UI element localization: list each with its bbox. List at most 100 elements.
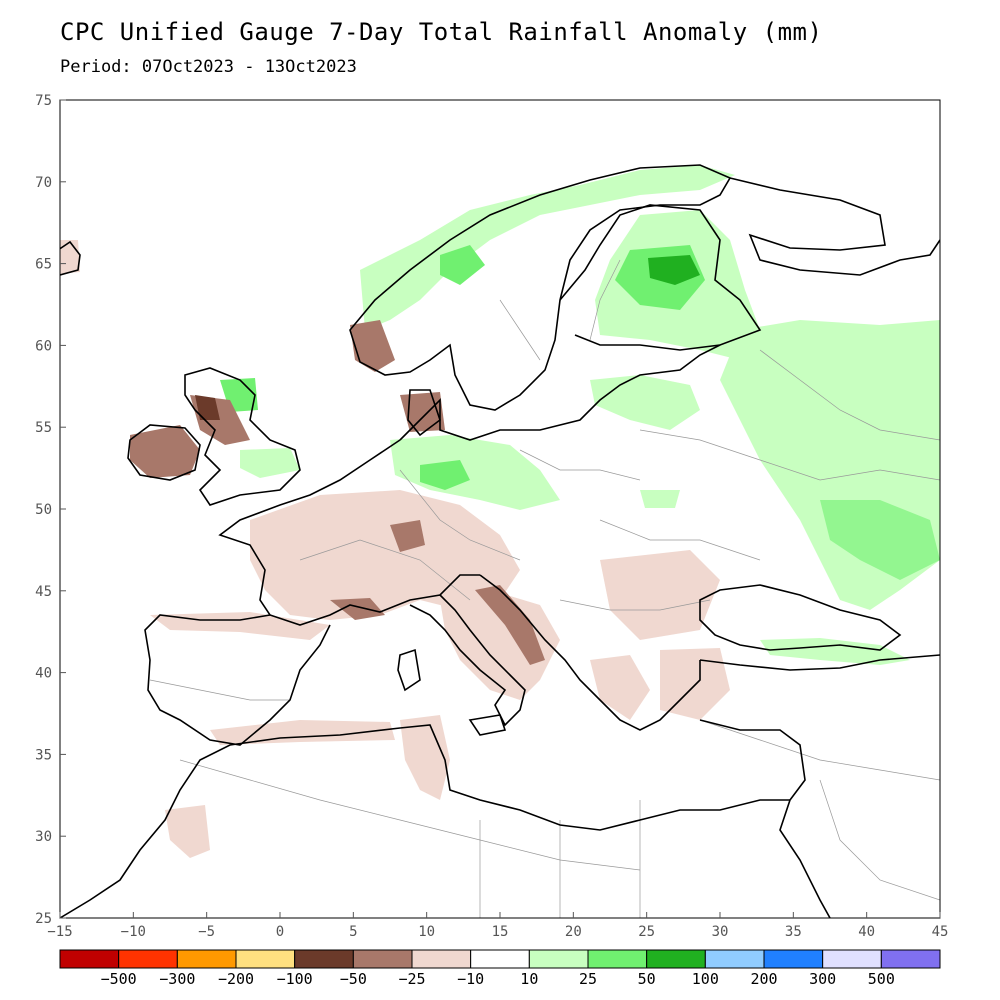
lon-tick-label: 40	[858, 924, 875, 940]
dry-norway-west	[350, 320, 395, 372]
lat-tick-label: 25	[35, 911, 52, 927]
wet-germany-poland	[390, 435, 560, 510]
coast-black-sea	[699, 584, 902, 651]
coast-levant	[699, 719, 831, 918]
colorbar-swatch	[411, 949, 472, 969]
lon-tick-label: −5	[198, 924, 215, 940]
wet-anomaly-layer	[220, 165, 940, 665]
coast-turkey	[699, 654, 940, 671]
colorbar-swatch	[59, 949, 120, 969]
wet-england-east	[240, 448, 300, 478]
colorbar	[59, 949, 941, 969]
colorbar-swatch	[470, 949, 530, 969]
lon-tick-label: 35	[785, 924, 802, 940]
coast-sicily	[468, 714, 507, 736]
dry-north-africa	[210, 720, 395, 745]
coast-iberia	[144, 614, 331, 746]
lat-tick-label: 40	[35, 666, 52, 682]
dry-ireland	[130, 425, 200, 478]
lon-tick-label: 25	[638, 924, 655, 940]
colorbar-swatch	[118, 949, 178, 969]
coast-denmark	[407, 389, 441, 437]
lon-tick-label: −10	[121, 924, 146, 940]
colorbar-label: −100	[277, 970, 313, 988]
lat-tick-label: 55	[35, 420, 52, 436]
coast-france	[218, 439, 480, 626]
colorbar-label: 500	[868, 970, 895, 988]
coast-italy	[409, 594, 526, 727]
lat-tick-label: 70	[35, 175, 52, 191]
lon-tick-label: 45	[932, 924, 949, 940]
wet-baltic	[590, 375, 700, 430]
lon-tick-label: 30	[712, 924, 729, 940]
colorbar-swatch	[352, 949, 413, 969]
colorbar-label: 10	[520, 970, 538, 988]
lat-tick-label: 30	[35, 829, 52, 845]
dry-alps-core	[390, 520, 425, 552]
lon-tick-label: 15	[492, 924, 509, 940]
lat-tick-label: 35	[35, 747, 52, 763]
wet-ukraine-spot	[640, 490, 680, 508]
colorbar-swatch	[763, 949, 824, 969]
colorbar-label: −25	[398, 970, 425, 988]
colorbar-swatch	[704, 949, 765, 969]
map-period: Period: 07Oct2023 - 13Oct2023	[60, 57, 357, 77]
colorbar-label: −10	[457, 970, 484, 988]
lon-tick-label: 0	[276, 924, 284, 940]
lon-tick-label: 5	[349, 924, 357, 940]
lon-tick-label: 20	[565, 924, 582, 940]
coast-iceland	[60, 240, 81, 276]
coast-balkans	[479, 574, 701, 731]
dry-italy-balkans	[440, 590, 560, 700]
colorbar-label: 200	[750, 970, 777, 988]
colorbar-swatch	[880, 949, 941, 969]
coastlines	[60, 164, 940, 918]
coast-finland	[559, 204, 762, 351]
lat-tick-labels: 25 30 35 40 45 50 55 60 65 70 75	[35, 93, 52, 927]
dry-iceland	[60, 240, 80, 274]
lat-tick-label: 50	[35, 502, 52, 518]
wet-russia-south	[820, 500, 940, 580]
wet-finland-peak	[648, 255, 700, 285]
colorbar-label: 50	[638, 970, 656, 988]
dry-morocco	[165, 805, 210, 858]
lon-tick-label: 10	[418, 924, 435, 940]
colorbar-label: 300	[809, 970, 836, 988]
colorbar-swatch	[176, 949, 237, 969]
colorbar-swatch	[235, 949, 296, 969]
dry-tunisia	[400, 715, 450, 800]
dry-gulf-lion	[330, 598, 385, 620]
coast-ireland	[127, 424, 201, 481]
coast-sardinia	[397, 648, 421, 692]
coast-baltic-south	[399, 344, 721, 441]
lat-tick-label: 65	[35, 257, 52, 273]
lat-tick-label: 45	[35, 584, 52, 600]
colorbar-swatch	[587, 949, 648, 969]
colorbar-label: −50	[340, 970, 367, 988]
colorbar-swatch	[528, 949, 589, 969]
coast-kola	[729, 177, 940, 276]
dry-france-alps	[250, 490, 520, 620]
colorbar-swatch	[294, 949, 354, 969]
dry-greece	[590, 655, 650, 720]
wet-germany-core	[420, 460, 470, 490]
wet-norway-coast	[360, 165, 735, 330]
lon-tick-label: −15	[47, 924, 72, 940]
lon-tick-labels: −15 −10 −5 0 5 10 15 20 25 30 35 40 45	[47, 924, 948, 940]
coast-north-africa	[60, 724, 790, 918]
map-title: CPC Unified Gauge 7-Day Total Rainfall A…	[60, 18, 823, 46]
wet-black-sea-east	[760, 638, 910, 665]
wet-norway-core	[440, 245, 485, 285]
lat-tick-label: 75	[35, 93, 52, 109]
dry-adriatic	[475, 585, 545, 665]
coast-scandinavia	[349, 164, 732, 411]
colorbar-label: −300	[159, 970, 195, 988]
colorbar-labels: −500 −300 −200 −100 −50 −25 −10 10 25 50 100 200 300…	[101, 970, 895, 988]
axis-ticks	[59, 99, 941, 919]
dry-romania	[600, 550, 720, 640]
colorbar-swatch	[822, 949, 882, 969]
coast-britain	[184, 367, 301, 506]
colorbar-label: −200	[218, 970, 254, 988]
lat-tick-label: 60	[35, 338, 52, 354]
